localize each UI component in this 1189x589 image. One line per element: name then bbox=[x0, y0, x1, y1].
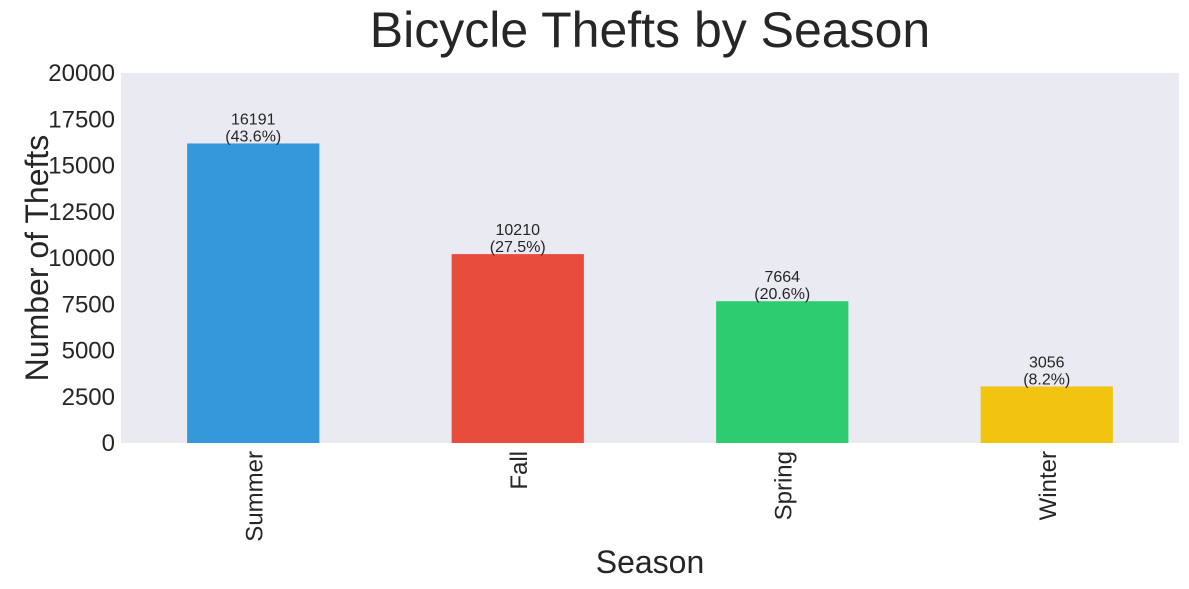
x-tick-label: Spring bbox=[770, 451, 797, 520]
bar-percent-label: (8.2%) bbox=[1023, 371, 1070, 388]
y-tick-label: 17500 bbox=[48, 106, 115, 133]
y-tick-label: 15000 bbox=[48, 153, 115, 180]
y-tick-label: 2500 bbox=[62, 384, 115, 411]
y-axis-label: Number of Thefts bbox=[19, 135, 55, 382]
bar-percent-label: (43.6%) bbox=[225, 128, 281, 145]
bar-value-label: 3056 bbox=[1029, 354, 1065, 371]
y-tick-label: 0 bbox=[102, 430, 115, 457]
bar-percent-label: (20.6%) bbox=[754, 286, 810, 303]
bar-labels: 16191(43.6%) 10210(27.5%) 7664(20.6%) 3056(… bbox=[225, 111, 1070, 388]
bar-percent-label: (27.5%) bbox=[490, 239, 546, 256]
y-axis-ticks: 0 2500 5000 7500 10000 12500 15000 17500 20000 bbox=[48, 60, 115, 457]
bar-summer bbox=[187, 143, 320, 444]
bars bbox=[187, 143, 1113, 444]
bar-spring bbox=[716, 301, 849, 443]
x-tick-label: Winter bbox=[1035, 451, 1062, 520]
bar-value-label: 16191 bbox=[231, 111, 276, 128]
y-tick-label: 5000 bbox=[62, 338, 115, 365]
chart-title: Bicycle Thefts by Season bbox=[370, 2, 930, 58]
bar-value-label: 7664 bbox=[764, 269, 800, 286]
bar-fall bbox=[451, 254, 584, 443]
y-tick-label: 10000 bbox=[48, 245, 115, 272]
bar-value-label: 10210 bbox=[496, 222, 541, 239]
x-tick-label: Fall bbox=[506, 451, 533, 490]
bar-winter bbox=[980, 386, 1113, 443]
y-tick-label: 12500 bbox=[48, 199, 115, 226]
x-tick-label: Summer bbox=[241, 451, 268, 542]
x-axis-label: Season bbox=[596, 544, 705, 580]
y-tick-label: 7500 bbox=[62, 291, 115, 318]
x-axis-ticks: Summer Fall Spring Winter bbox=[241, 451, 1062, 542]
y-tick-label: 20000 bbox=[48, 60, 115, 87]
